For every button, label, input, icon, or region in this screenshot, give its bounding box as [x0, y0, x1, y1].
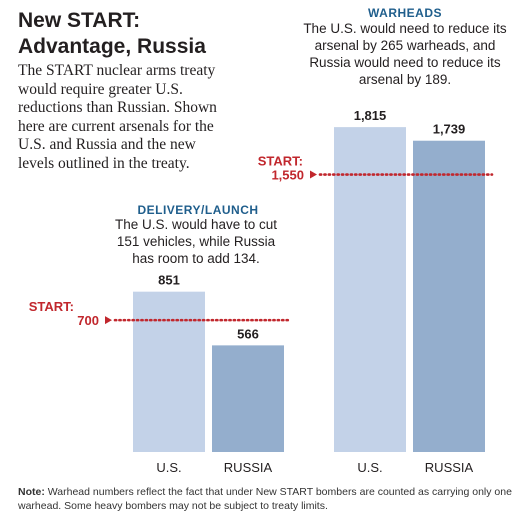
bar-1-0	[334, 127, 406, 453]
limit-arrow-1	[310, 170, 317, 179]
warheads-group-title: WARHEADS	[367, 6, 442, 20]
bar-1-1	[413, 140, 485, 452]
value-label-0-0: 851	[158, 273, 180, 288]
note-text: Warhead numbers reflect the fact that un…	[18, 486, 512, 512]
footnote: Note: Warhead numbers reflect the fact t…	[18, 486, 513, 513]
value-label-1-1: 1,739	[433, 122, 466, 137]
limit-label-line2-1: 1,550	[271, 168, 304, 183]
title-line-1: New START:	[18, 9, 141, 32]
value-label-0-1: 566	[237, 326, 259, 341]
delivery-group-desc: The U.S. would have to cut 151 vehicles,…	[114, 217, 278, 266]
note-label: Note:	[18, 486, 45, 498]
limit-label-line1-1: START:	[258, 154, 303, 169]
limit-label-line1-0: START:	[29, 299, 74, 314]
chart-title: New START: Advantage, Russia	[18, 8, 258, 60]
bar-0-1	[212, 345, 284, 452]
category-label-0-1: RUSSIA	[224, 460, 273, 475]
title-line-2: Advantage, Russia	[18, 35, 206, 58]
intro-text: The START nuclear arms treaty would requ…	[18, 62, 217, 172]
category-label-1-1: RUSSIA	[425, 460, 474, 475]
limit-label-line2-0: 700	[77, 313, 99, 328]
value-label-1-0: 1,815	[354, 108, 387, 123]
delivery-group-title: DELIVERY/LAUNCH	[137, 203, 259, 217]
category-label-1-0: U.S.	[357, 460, 382, 475]
category-label-0-0: U.S.	[156, 460, 181, 475]
bar-0-0	[133, 291, 205, 452]
limit-arrow-0	[105, 316, 112, 325]
warheads-group-desc: The U.S. would need to reduce its arsena…	[303, 21, 507, 87]
